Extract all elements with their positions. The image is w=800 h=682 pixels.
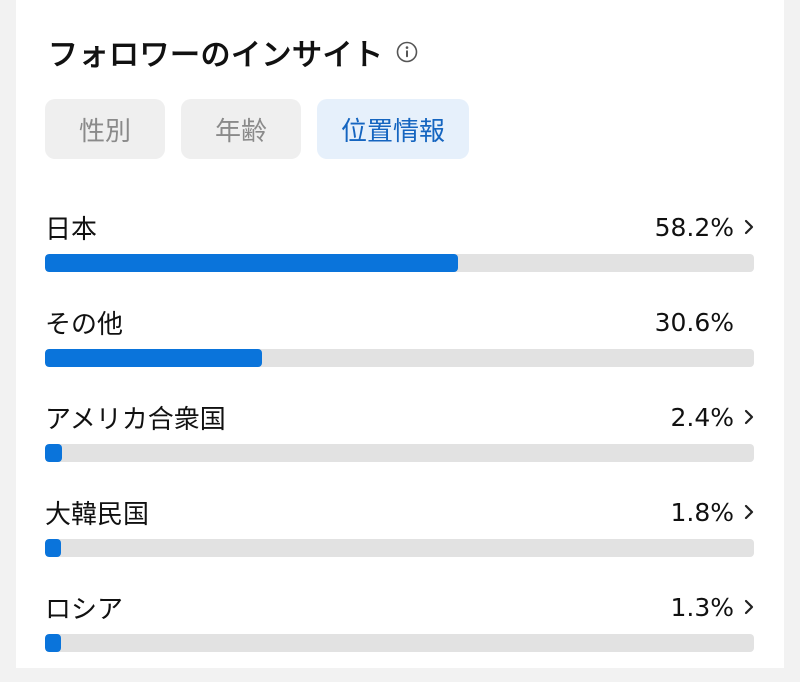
chevron-right-icon — [742, 217, 756, 237]
location-name: アメリカ合衆国 — [45, 404, 226, 435]
location-percent: 1.3% — [670, 592, 734, 622]
location-name: 日本 — [45, 214, 98, 245]
chevron-right-icon — [742, 407, 756, 427]
progress-fill — [45, 444, 63, 462]
progress-track — [45, 254, 754, 272]
location-row-korea[interactable]: 大韓民国 1.8% — [45, 492, 756, 587]
chevron-right-icon — [742, 502, 756, 522]
location-name: 大韓民国 — [45, 499, 150, 530]
location-list: 日本 58.2% その他 30.6% — [45, 207, 756, 682]
tab-location-label: 位置情報 — [340, 116, 445, 147]
location-row-other[interactable]: その他 30.6% — [45, 302, 756, 397]
tab-location[interactable]: 位置情報 — [317, 99, 469, 159]
progress-track — [45, 539, 754, 557]
location-row-japan[interactable]: 日本 58.2% — [45, 207, 756, 302]
progress-fill — [45, 634, 61, 652]
progress-fill — [45, 254, 458, 272]
tab-age[interactable]: 年齢 — [181, 99, 301, 159]
location-name: ロシア — [45, 594, 124, 625]
tab-gender[interactable]: 性別 — [45, 99, 165, 159]
location-percent: 30.6% — [654, 307, 734, 337]
location-row-usa[interactable]: アメリカ合衆国 2.4% — [45, 397, 756, 492]
tab-gender-label: 性別 — [78, 116, 131, 147]
location-row-russia[interactable]: ロシア 1.3% — [45, 587, 756, 682]
card-header: フォロワーのインサイト — [48, 32, 418, 73]
progress-track — [45, 634, 754, 652]
tab-age-label: 年齢 — [214, 116, 267, 147]
location-percent: 58.2% — [654, 212, 734, 242]
card-title: フォロワーのインサイト — [48, 38, 384, 73]
insight-tabs: 性別 年齢 位置情報 — [45, 99, 485, 159]
follower-insights-card: フォロワーのインサイト 性別 年齢 位置情報 日本 58.2% — [16, 0, 784, 668]
progress-fill — [45, 349, 262, 367]
progress-fill — [45, 539, 61, 557]
progress-track — [45, 444, 754, 462]
progress-track — [45, 349, 754, 367]
location-percent: 2.4% — [670, 402, 734, 432]
chevron-right-icon — [742, 597, 756, 617]
info-icon[interactable] — [396, 41, 418, 63]
location-percent: 1.8% — [670, 497, 734, 527]
location-name: その他 — [45, 309, 124, 340]
